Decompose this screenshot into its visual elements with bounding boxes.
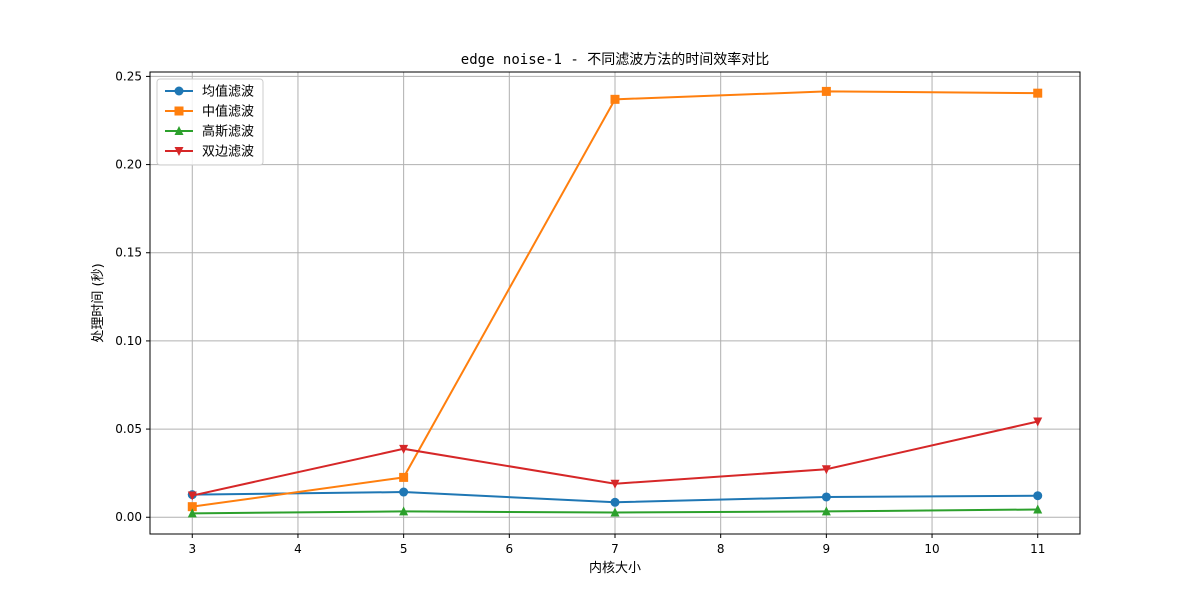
legend-label: 双边滤波: [202, 145, 254, 160]
data-point: [399, 506, 409, 516]
data-point: [610, 479, 620, 489]
data-point: [821, 492, 831, 502]
y-tick-label: 0.00: [115, 510, 142, 524]
series-2: [187, 86, 1043, 512]
x-axis-ticks: 3 4 5 6 7 8 9 10 11: [188, 534, 1045, 556]
data-point: [610, 497, 620, 507]
data-point: [399, 487, 409, 497]
y-tick-label: 0.10: [115, 334, 142, 348]
legend-marker: [174, 126, 184, 135]
y-tick-label: 0.25: [115, 69, 142, 83]
data-point: [399, 444, 409, 454]
legend-box: [156, 78, 264, 166]
legend-item: 双边滤波: [165, 145, 254, 160]
y-axis-ticks: 0.00 0.05 0.10 0.15 0.20 0.25: [115, 69, 150, 524]
x-axis-label: 内核大小: [589, 560, 641, 576]
chart-title: edge noise-1 - 不同滤波方法的时间效率对比: [461, 51, 769, 68]
legend-marker: [174, 86, 184, 96]
x-tick-label: 6: [505, 542, 513, 556]
data-point: [1033, 88, 1043, 98]
x-tick-label: 9: [823, 542, 831, 556]
series-3: [187, 504, 1043, 518]
x-tick-label: 3: [188, 542, 196, 556]
series-4: [187, 417, 1043, 501]
data-point: [187, 508, 197, 518]
legend-item: 均值滤波: [165, 84, 254, 100]
x-tick-label: 10: [924, 542, 939, 556]
data-point: [187, 502, 197, 512]
x-tick-label: 8: [717, 542, 725, 556]
x-tick-label: 11: [1030, 542, 1045, 556]
y-tick-label: 0.20: [115, 158, 142, 172]
y-axis-label: 处理时间 (秒): [91, 263, 106, 342]
legend-item: 中值滤波: [165, 104, 254, 120]
legend-item: 高斯滤波: [165, 124, 254, 140]
x-tick-label: 4: [294, 542, 302, 556]
data-point: [821, 465, 831, 475]
legend-label: 均值滤波: [202, 84, 254, 100]
series-group: [187, 86, 1043, 518]
legend-label: 中值滤波: [202, 104, 254, 120]
data-point: [610, 94, 620, 104]
data-point: [1033, 491, 1043, 501]
x-tick-label: 7: [611, 542, 619, 556]
data-point: [187, 491, 197, 501]
data-point: [821, 506, 831, 516]
x-tick-label: 5: [400, 542, 408, 556]
data-point: [1033, 504, 1043, 514]
legend-label: 高斯滤波: [202, 124, 254, 140]
legend-marker: [174, 106, 184, 116]
data-point: [821, 86, 831, 96]
y-tick-label: 0.15: [115, 246, 142, 260]
grid: [150, 72, 1080, 534]
legend-marker: [174, 147, 184, 156]
data-point: [610, 507, 620, 517]
data-point: [399, 472, 409, 482]
data-point: [1033, 417, 1043, 427]
y-tick-label: 0.05: [115, 422, 142, 436]
series-1: [187, 487, 1043, 507]
